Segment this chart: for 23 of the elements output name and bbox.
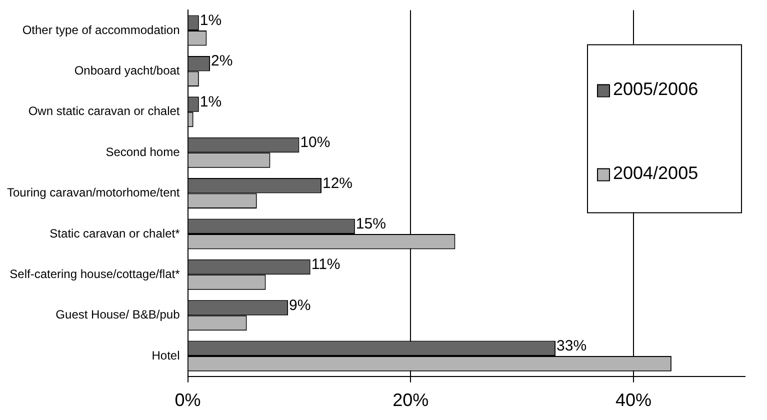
x-tick-label: 0% — [174, 390, 201, 410]
data-label: 2% — [211, 52, 233, 70]
data-label: 10% — [300, 134, 330, 152]
x-tick-label: 20% — [392, 390, 429, 410]
legend-label: 2004/2005 — [613, 163, 698, 184]
y-tick-label: Self-catering house/cottage/flat* — [10, 266, 180, 281]
y-tick-label: Guest House/ B&B/pub — [56, 308, 180, 322]
x-tick-label: 40% — [616, 390, 652, 410]
y-tick-label: Hotel — [152, 348, 180, 362]
data-label: 12% — [322, 174, 353, 192]
data-label: 1% — [200, 93, 222, 110]
data-label: 33% — [556, 338, 587, 355]
y-tick-label: Second home — [106, 144, 180, 159]
data-label: 15% — [356, 216, 386, 232]
y-tick-label: Static caravan or chalet* — [50, 226, 180, 240]
y-tick-label: Touring caravan/motorhome/tent — [6, 186, 180, 200]
legend-label: 2005/2006 — [613, 79, 698, 100]
y-tick-label: Onboard yacht/boat — [74, 64, 180, 78]
data-label: 1% — [200, 12, 222, 30]
data-label: 11% — [311, 256, 340, 274]
y-tick-label: Other type of accommodation — [22, 22, 180, 37]
y-tick-label: Own static caravan or chalet — [28, 104, 180, 118]
data-label: 9% — [289, 296, 311, 314]
